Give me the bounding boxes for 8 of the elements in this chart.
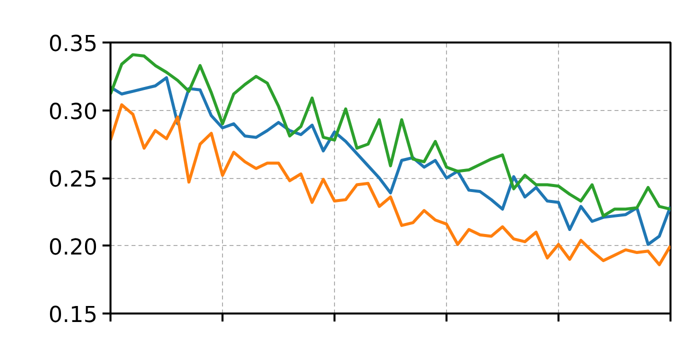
- y-tick-label: 0.30: [48, 100, 98, 125]
- line-series: [110, 103, 670, 266]
- y-tick-label: 0.15: [48, 303, 98, 328]
- y-tick-label: 0.25: [48, 168, 98, 192]
- line-series: [110, 76, 670, 246]
- y-tick-label: 0.20: [48, 235, 98, 260]
- line-series: [110, 53, 670, 218]
- y-tick-label: 0.35: [48, 32, 98, 57]
